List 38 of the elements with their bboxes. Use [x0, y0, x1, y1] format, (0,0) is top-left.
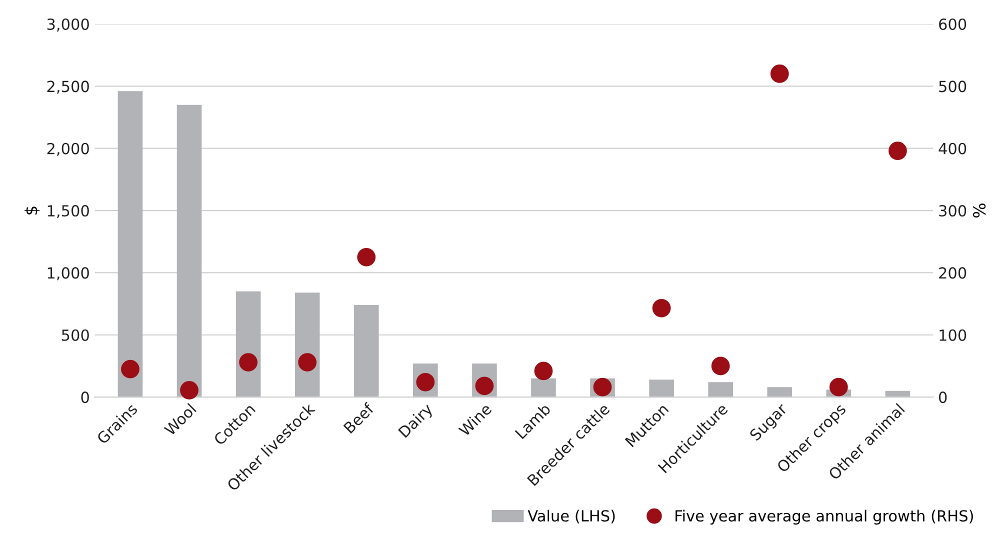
bar	[767, 387, 792, 398]
bar	[236, 291, 261, 398]
y-tick-label: 2,000	[47, 142, 89, 156]
point	[711, 356, 730, 376]
bar	[708, 382, 733, 398]
y2-tick-label: 200	[939, 267, 966, 279]
y2-tick-label: 600	[939, 18, 966, 30]
y2-tick-label: 400	[938, 142, 966, 154]
legend-label: Five year average annual growth (RHS)	[676, 510, 973, 525]
y2-tick-label: 100	[940, 329, 966, 341]
y-tick-label: 0	[81, 392, 89, 404]
y-tick-label: 500	[62, 329, 89, 341]
y2-tick-label: 300	[939, 205, 966, 217]
point	[829, 378, 848, 396]
point	[888, 142, 907, 160]
y2-tick-label: 0	[939, 392, 947, 404]
bar	[176, 104, 202, 398]
y2-axis-title: %	[973, 204, 986, 218]
point	[180, 381, 198, 400]
y-tick-label: 2,500	[47, 80, 89, 94]
point	[239, 353, 258, 372]
y-axis-title: $	[24, 206, 40, 214]
point	[298, 353, 317, 372]
y-tick-label: 3,000	[47, 18, 89, 32]
bar	[354, 305, 379, 398]
y2-tick-label: 500	[939, 80, 966, 92]
bar	[531, 378, 556, 398]
point	[121, 360, 140, 378]
point	[534, 362, 553, 380]
point	[770, 64, 789, 83]
bar	[649, 380, 674, 398]
y-tick-label: 1,000	[48, 267, 89, 280]
legend-label: Value (LHS)	[528, 510, 615, 524]
bar	[118, 91, 143, 398]
point	[652, 298, 671, 318]
point	[357, 248, 376, 266]
point	[593, 378, 612, 396]
y-tick-label: 1,500	[48, 205, 89, 218]
